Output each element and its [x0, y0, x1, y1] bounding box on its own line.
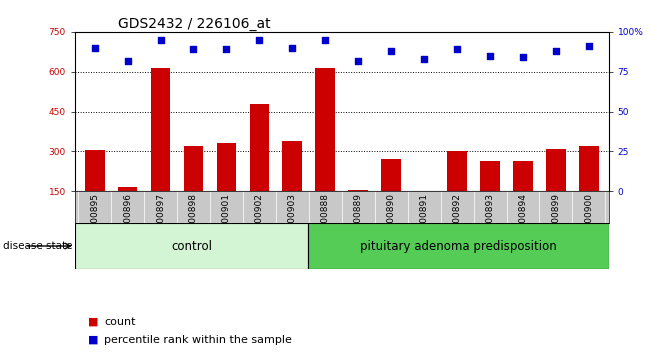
Point: [320, 37, 331, 42]
Text: GSM100892: GSM100892: [452, 193, 462, 248]
Bar: [118, 187, 137, 191]
Bar: [184, 146, 203, 191]
Bar: [283, 141, 302, 191]
Text: GSM100898: GSM100898: [189, 193, 198, 248]
Bar: [150, 68, 171, 191]
Text: ■: ■: [88, 317, 98, 327]
Point: [353, 58, 363, 63]
Bar: [75, 223, 309, 269]
Bar: [546, 149, 566, 191]
Bar: [85, 150, 105, 191]
Bar: [447, 152, 467, 191]
Bar: [513, 161, 533, 191]
Point: [551, 48, 561, 54]
Bar: [309, 223, 609, 269]
Text: pituitary adenoma predisposition: pituitary adenoma predisposition: [360, 240, 557, 252]
Text: GSM100902: GSM100902: [255, 193, 264, 248]
Bar: [348, 190, 368, 191]
Point: [287, 45, 298, 51]
Bar: [579, 146, 599, 191]
Text: GSM100897: GSM100897: [156, 193, 165, 248]
Point: [518, 55, 528, 60]
Point: [156, 37, 166, 42]
Point: [254, 37, 264, 42]
Text: GSM100890: GSM100890: [387, 193, 396, 248]
Bar: [316, 68, 335, 191]
Point: [221, 47, 232, 52]
Text: GSM100895: GSM100895: [90, 193, 99, 248]
Point: [452, 47, 462, 52]
Bar: [480, 161, 500, 191]
Text: GSM100903: GSM100903: [288, 193, 297, 248]
Point: [122, 58, 133, 63]
Point: [419, 56, 430, 62]
Text: count: count: [104, 317, 135, 327]
Text: GSM100894: GSM100894: [518, 193, 527, 248]
Bar: [381, 159, 401, 191]
Bar: [249, 103, 270, 191]
Bar: [217, 143, 236, 191]
Text: ■: ■: [88, 335, 98, 345]
Text: GSM100888: GSM100888: [321, 193, 330, 248]
Point: [188, 47, 199, 52]
Text: GSM100891: GSM100891: [420, 193, 428, 248]
Text: GSM100900: GSM100900: [585, 193, 594, 248]
Text: GSM100889: GSM100889: [353, 193, 363, 248]
Text: GSM100901: GSM100901: [222, 193, 231, 248]
Text: GSM100893: GSM100893: [486, 193, 495, 248]
Text: GSM100896: GSM100896: [123, 193, 132, 248]
Point: [89, 45, 100, 51]
Text: control: control: [171, 240, 212, 252]
Text: GDS2432 / 226106_at: GDS2432 / 226106_at: [118, 17, 270, 31]
Text: GSM100899: GSM100899: [551, 193, 561, 248]
Text: percentile rank within the sample: percentile rank within the sample: [104, 335, 292, 345]
Text: disease state: disease state: [3, 241, 73, 251]
Point: [386, 48, 396, 54]
Point: [584, 44, 594, 49]
Point: [485, 53, 495, 58]
Bar: [414, 191, 434, 199]
